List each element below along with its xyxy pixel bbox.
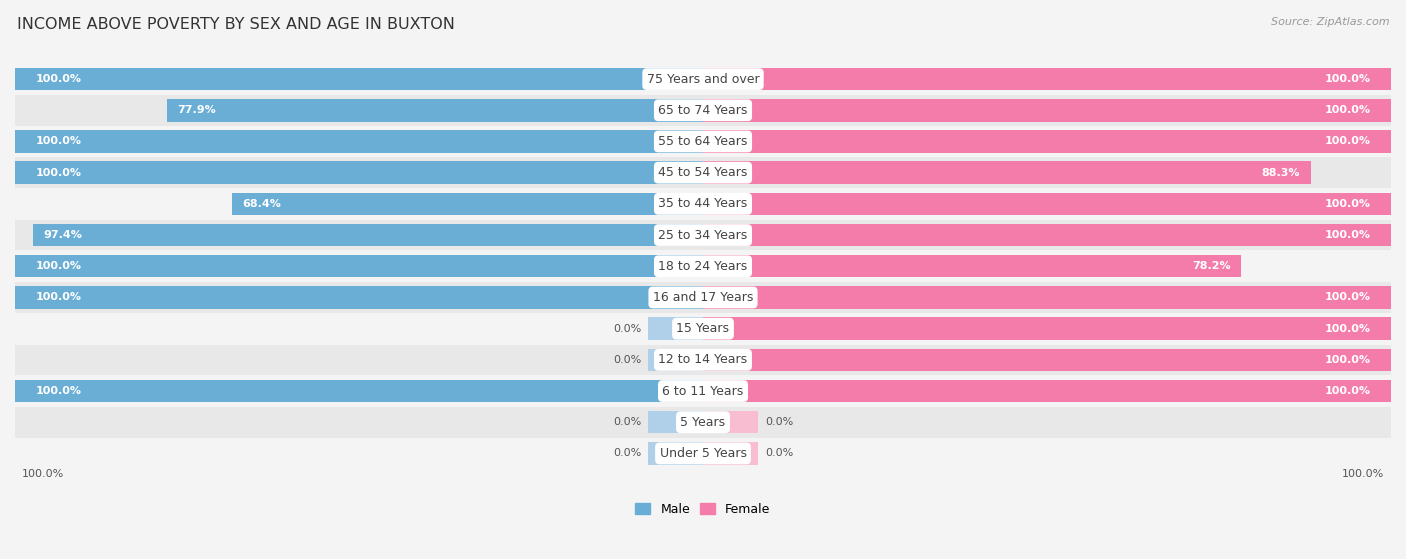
Bar	[703, 68, 1391, 91]
Bar	[32, 224, 703, 247]
Text: 65 to 74 Years: 65 to 74 Years	[658, 104, 748, 117]
Text: 0.0%: 0.0%	[613, 355, 641, 365]
Text: 100.0%: 100.0%	[1341, 468, 1384, 479]
Text: 35 to 44 Years: 35 to 44 Years	[658, 197, 748, 210]
Text: 0.0%: 0.0%	[613, 417, 641, 427]
Text: 12 to 14 Years: 12 to 14 Years	[658, 353, 748, 366]
Bar	[703, 193, 1391, 215]
Bar	[15, 344, 1391, 375]
Bar	[703, 255, 1241, 277]
Text: 0.0%: 0.0%	[613, 448, 641, 458]
Text: 78.2%: 78.2%	[1192, 261, 1230, 271]
Bar	[703, 286, 1391, 309]
Text: 88.3%: 88.3%	[1261, 168, 1301, 178]
Text: 100.0%: 100.0%	[1324, 386, 1371, 396]
Text: 100.0%: 100.0%	[35, 292, 82, 302]
Bar	[15, 220, 1391, 250]
Text: 100.0%: 100.0%	[35, 386, 82, 396]
Text: 100.0%: 100.0%	[1324, 136, 1371, 146]
Text: 15 Years: 15 Years	[676, 322, 730, 335]
Bar	[703, 411, 758, 433]
Bar	[703, 349, 1391, 371]
Text: 25 to 34 Years: 25 to 34 Years	[658, 229, 748, 241]
Text: 100.0%: 100.0%	[1324, 105, 1371, 115]
Text: 100.0%: 100.0%	[1324, 74, 1371, 84]
Text: 100.0%: 100.0%	[1324, 292, 1371, 302]
Text: 0.0%: 0.0%	[613, 324, 641, 334]
Text: 100.0%: 100.0%	[35, 136, 82, 146]
Bar	[15, 380, 703, 402]
Text: 16 and 17 Years: 16 and 17 Years	[652, 291, 754, 304]
Bar	[703, 318, 1391, 340]
Text: 0.0%: 0.0%	[765, 448, 793, 458]
Bar	[648, 349, 703, 371]
Bar	[15, 95, 1391, 126]
Text: 77.9%: 77.9%	[177, 105, 217, 115]
Bar	[167, 99, 703, 121]
Text: INCOME ABOVE POVERTY BY SEX AND AGE IN BUXTON: INCOME ABOVE POVERTY BY SEX AND AGE IN B…	[17, 17, 454, 32]
Text: 100.0%: 100.0%	[35, 261, 82, 271]
Text: 55 to 64 Years: 55 to 64 Years	[658, 135, 748, 148]
Text: 100.0%: 100.0%	[1324, 230, 1371, 240]
Text: 100.0%: 100.0%	[1324, 355, 1371, 365]
Text: 6 to 11 Years: 6 to 11 Years	[662, 385, 744, 397]
Text: 100.0%: 100.0%	[1324, 324, 1371, 334]
Text: 100.0%: 100.0%	[22, 468, 65, 479]
Text: 5 Years: 5 Years	[681, 416, 725, 429]
Bar	[648, 442, 703, 465]
Text: 100.0%: 100.0%	[35, 168, 82, 178]
Bar	[703, 130, 1391, 153]
Bar	[15, 162, 703, 184]
Text: Source: ZipAtlas.com: Source: ZipAtlas.com	[1271, 17, 1389, 27]
Bar	[703, 224, 1391, 247]
Text: Under 5 Years: Under 5 Years	[659, 447, 747, 460]
Bar	[15, 286, 703, 309]
Bar	[648, 318, 703, 340]
Bar	[15, 282, 1391, 312]
Text: 45 to 54 Years: 45 to 54 Years	[658, 166, 748, 179]
Text: 0.0%: 0.0%	[765, 417, 793, 427]
Text: 75 Years and over: 75 Years and over	[647, 73, 759, 86]
Text: 100.0%: 100.0%	[35, 74, 82, 84]
Bar	[232, 193, 703, 215]
Bar	[15, 68, 703, 91]
Bar	[15, 255, 703, 277]
Bar	[703, 99, 1391, 121]
Text: 18 to 24 Years: 18 to 24 Years	[658, 260, 748, 273]
Bar	[15, 158, 1391, 188]
Bar	[15, 407, 1391, 438]
Bar	[703, 442, 758, 465]
Bar	[15, 130, 703, 153]
Bar	[703, 380, 1391, 402]
Text: 100.0%: 100.0%	[1324, 199, 1371, 209]
Text: 68.4%: 68.4%	[243, 199, 281, 209]
Bar	[703, 162, 1310, 184]
Bar	[648, 411, 703, 433]
Text: 97.4%: 97.4%	[44, 230, 82, 240]
Legend: Male, Female: Male, Female	[630, 498, 776, 521]
